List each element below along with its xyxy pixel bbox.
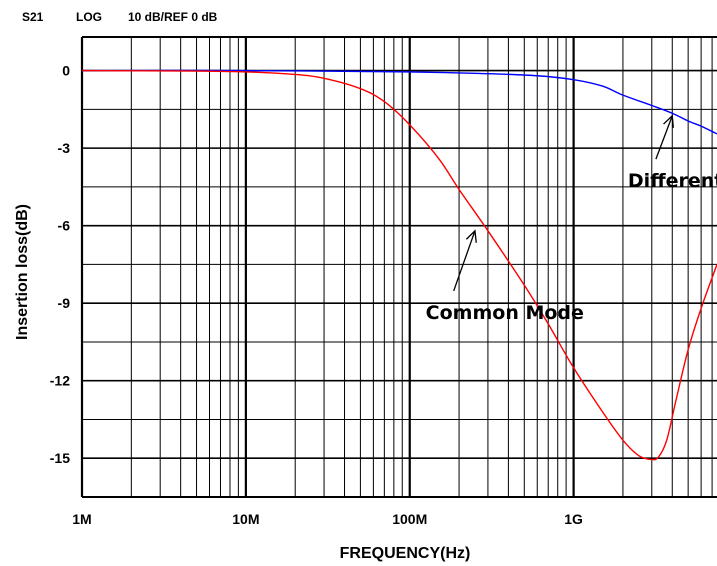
annotation-label: Differential Mode	[628, 170, 717, 192]
header-param: S21	[22, 10, 44, 24]
x-tick-label: 1M	[72, 511, 91, 527]
x-tick-label: 1G	[564, 511, 583, 527]
series-line-1	[81, 69, 717, 135]
annotation-layer: Differential Mode Common Mode	[426, 114, 717, 324]
annotation-label: Common Mode	[426, 302, 584, 324]
tick-label-layer: 1M 10M 100M 1G 0 -3 -6 -9 -12 -15	[50, 63, 583, 527]
y-tick-label: -12	[50, 373, 70, 389]
y-tick-label: -3	[58, 140, 71, 156]
x-tick-label: 100M	[392, 511, 427, 527]
annotation-arrow-shaft	[453, 230, 476, 292]
y-tick-label: -6	[58, 218, 71, 234]
annotation-arrow-shaft	[655, 115, 673, 160]
y-tick-label: -15	[50, 450, 70, 466]
header-format: LOG	[76, 10, 102, 24]
y-axis-title: Insertion loss(dB)	[14, 204, 31, 340]
annotation-arrow-head	[663, 114, 674, 128]
header-scale: 10 dB/REF 0 dB	[128, 10, 218, 24]
series-line-2	[81, 69, 717, 461]
x-tick-label: 10M	[232, 511, 259, 527]
y-tick-label: 0	[62, 63, 70, 79]
x-axis-title: FREQUENCY(Hz)	[340, 545, 471, 562]
series-layer	[81, 69, 717, 461]
grid-major	[80, 36, 717, 498]
y-tick-label: -9	[58, 295, 71, 311]
annotation-arrow-head	[465, 229, 477, 243]
grid-minor	[82, 37, 717, 498]
